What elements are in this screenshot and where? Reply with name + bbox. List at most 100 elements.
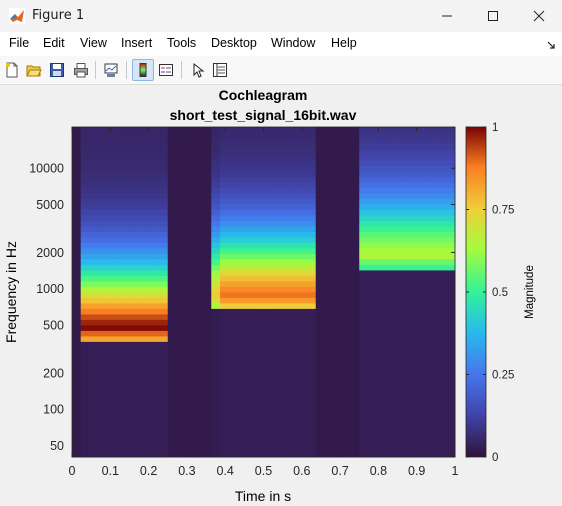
heatmap-cell <box>350 193 360 199</box>
heatmap-cell <box>420 286 430 293</box>
heatmap-cell <box>211 330 221 337</box>
heatmap-cell <box>167 385 177 392</box>
heatmap-cell <box>202 374 212 381</box>
heatmap-cell <box>428 176 438 183</box>
heatmap-cell <box>289 336 299 342</box>
heatmap-cell <box>359 237 369 243</box>
heatmap-cell <box>437 248 447 254</box>
menu-help[interactable]: Help <box>331 36 357 50</box>
heatmap-cell <box>228 374 238 381</box>
heatmap-cell <box>280 341 291 348</box>
heatmap-cell <box>402 303 412 309</box>
heatmap-cell <box>385 187 395 194</box>
heatmap-cell <box>411 352 421 359</box>
heatmap-cell <box>333 385 343 392</box>
heatmap-cell <box>350 165 360 172</box>
heatmap-cell <box>333 176 343 183</box>
property-inspector-button[interactable] <box>209 59 231 81</box>
heatmap-cell <box>272 132 282 139</box>
heatmap-cell <box>115 171 125 177</box>
heatmap-cell <box>202 303 212 309</box>
heatmap-cell <box>394 303 404 309</box>
minimize-button[interactable] <box>424 0 470 32</box>
heatmap-cell <box>202 237 212 243</box>
menu-tools[interactable]: Tools <box>167 36 197 50</box>
heatmap-cell <box>315 264 325 271</box>
heatmap-cell <box>272 451 282 458</box>
heatmap-cell <box>228 253 238 260</box>
save-button[interactable] <box>46 59 68 81</box>
heatmap-cell <box>315 314 325 320</box>
heatmap-cell <box>124 369 134 375</box>
heatmap-cell <box>394 424 404 430</box>
heatmap-cell <box>315 396 325 403</box>
heatmap-cell <box>341 341 351 348</box>
heatmap-cell <box>141 264 151 271</box>
heatmap-cell <box>298 165 308 172</box>
menu-desktop[interactable]: Desktop <box>211 36 257 50</box>
heatmap-cell <box>446 407 456 414</box>
insert-legend-button[interactable] <box>155 59 177 81</box>
heatmap-cell <box>72 292 82 298</box>
heatmap-cell <box>280 270 291 276</box>
open-file-button[interactable] <box>23 59 45 81</box>
new-figure-button[interactable] <box>1 59 23 81</box>
heatmap-cell <box>280 171 291 177</box>
menu-edit[interactable]: Edit <box>43 36 65 50</box>
heatmap-cell <box>106 429 116 436</box>
heatmap-cell <box>159 385 169 392</box>
heatmap-cell <box>315 418 325 425</box>
heatmap-cell <box>272 435 282 441</box>
heatmap-cell <box>411 154 421 161</box>
edit-plot-button[interactable] <box>187 59 209 81</box>
heatmap-cell <box>411 149 421 155</box>
heatmap-cell <box>376 209 386 216</box>
heatmap-cell <box>124 149 134 155</box>
menu-file[interactable]: File <box>9 36 30 50</box>
heatmap-cell <box>324 281 334 287</box>
heatmap-cell <box>115 242 125 249</box>
print-button[interactable] <box>70 59 92 81</box>
heatmap-cell <box>176 193 186 199</box>
menu-window[interactable]: Window <box>271 36 316 50</box>
maximize-button[interactable] <box>470 0 516 32</box>
heatmap-cell <box>359 325 369 331</box>
heatmap-cell <box>237 281 247 287</box>
heatmap-cell <box>132 429 143 436</box>
heatmap-cell <box>263 424 273 430</box>
menu-view[interactable]: View <box>80 36 107 50</box>
heatmap-cell <box>315 193 325 199</box>
heatmap-cell <box>324 215 334 221</box>
heatmap-cell <box>446 396 456 403</box>
heatmap-cell <box>376 402 386 408</box>
menu-insert[interactable]: Insert <box>121 36 153 50</box>
dock-arrow-icon[interactable] <box>546 40 556 50</box>
heatmap-cell <box>402 330 412 337</box>
heatmap-cell <box>150 292 160 298</box>
heatmap-cell <box>237 319 247 326</box>
heatmap-cell <box>124 314 134 320</box>
heatmap-cell <box>211 231 221 238</box>
heatmap-cell <box>219 231 230 238</box>
heatmap-cell <box>167 182 177 188</box>
heatmap-cell <box>394 127 404 133</box>
heatmap-cell <box>211 132 221 139</box>
heatmap-cell <box>80 297 90 304</box>
heatmap-cell <box>333 215 343 221</box>
heatmap-cell <box>359 187 369 194</box>
heatmap-cell <box>159 319 169 326</box>
heatmap-cell <box>89 259 99 265</box>
heatmap-cell <box>307 286 317 293</box>
link-plot-button[interactable] <box>100 59 122 81</box>
heatmap-cell <box>176 292 186 298</box>
heatmap-cell <box>176 160 186 166</box>
heatmap-cell <box>237 149 247 155</box>
heatmap-cell <box>228 429 238 436</box>
heatmap-cell <box>428 160 438 166</box>
close-button[interactable] <box>516 0 562 32</box>
heatmap-cell <box>237 424 247 430</box>
heatmap-cell <box>237 127 247 133</box>
insert-colorbar-button[interactable] <box>132 59 154 81</box>
heatmap-cell <box>141 440 151 447</box>
heatmap-cell <box>315 303 325 309</box>
